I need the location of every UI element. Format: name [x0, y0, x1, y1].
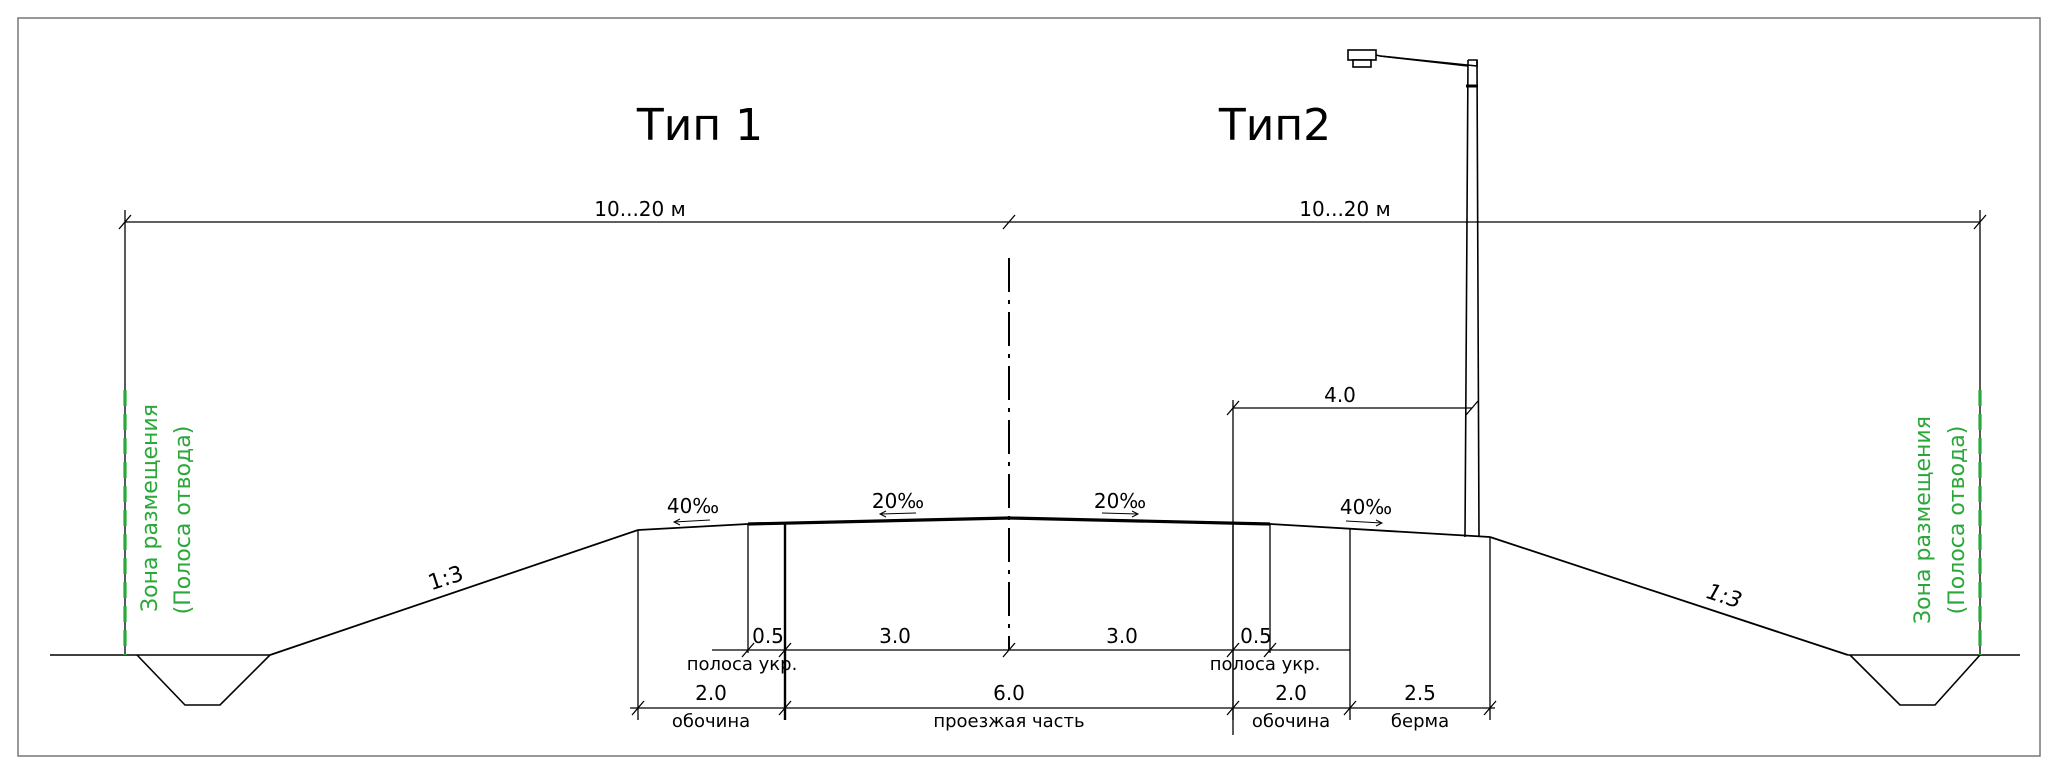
lane-left-dim: 3.0	[879, 624, 911, 648]
section-lines	[637, 523, 1491, 720]
upper-dimension-chain	[712, 642, 1350, 658]
drawing-border	[17, 17, 2041, 757]
slope-shoulder-right: 40‰	[1340, 495, 1392, 519]
strip-right-label: полоса укр.	[1210, 654, 1321, 675]
strip-right-dim: 0.5	[1240, 624, 1272, 648]
slope-arrows	[672, 510, 1384, 527]
strip-left-dim: 0.5	[752, 624, 784, 648]
street-light-icon	[1347, 49, 1480, 538]
strip-left-label: полоса укр.	[687, 654, 798, 675]
type2-title: Тип2	[1218, 100, 1331, 151]
type1-title: Тип 1	[636, 100, 763, 151]
left-width-dim-label: 10...20 м	[594, 197, 685, 221]
road-profile	[269, 516, 1849, 656]
ground-line	[50, 654, 2020, 706]
berm-dim: 2.5	[1404, 681, 1436, 705]
lower-dimension-chain	[630, 700, 1497, 716]
shoulder-left-label: обочина	[672, 711, 750, 732]
slope-lane-right: 20‰	[1094, 489, 1146, 513]
slope-shoulder-left: 40‰	[667, 494, 719, 518]
carriageway-dim: 6.0	[993, 681, 1025, 705]
shoulder-left-dim: 2.0	[695, 681, 727, 705]
lane-right-dim: 3.0	[1106, 624, 1138, 648]
zone-left-line2: (Полоса отвода)	[171, 426, 196, 615]
right-width-dim-label: 10...20 м	[1299, 197, 1390, 221]
zone-right-line2: (Полоса отвода)	[1945, 426, 1970, 615]
shoulder-right-dim: 2.0	[1275, 681, 1307, 705]
light-offset-dimension	[1226, 400, 1479, 735]
light-offset-dim-label: 4.0	[1324, 383, 1356, 407]
shoulder-right-label: обочина	[1252, 711, 1330, 732]
zone-right-line1: Зона размещения	[1911, 416, 1936, 624]
slope-lane-left: 20‰	[872, 489, 924, 513]
berm-label: берма	[1391, 711, 1449, 732]
overall-dimension	[118, 210, 1987, 655]
zone-left-line1: Зона размещения	[138, 404, 163, 612]
carriageway-label: проезжая часть	[933, 711, 1084, 732]
